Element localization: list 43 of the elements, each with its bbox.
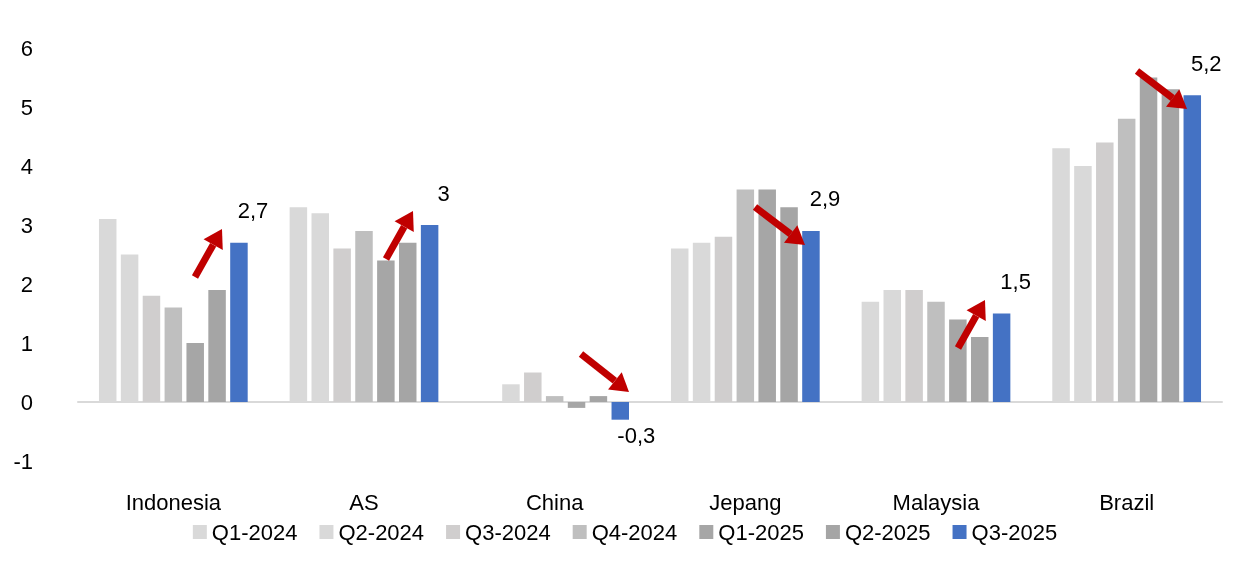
- bar: [736, 189, 755, 402]
- legend-label: Q1-2024: [211, 519, 298, 545]
- bar: [186, 343, 204, 402]
- x-tick-label: Jepang: [709, 489, 782, 515]
- data-label: 5,2: [1190, 50, 1222, 76]
- y-tick-label: 5: [20, 94, 33, 120]
- x-tick-label: Indonesia: [125, 489, 222, 515]
- data-label: 2,9: [809, 186, 841, 212]
- bar: [611, 402, 630, 420]
- bar: [802, 230, 820, 402]
- y-tick-label: 3: [20, 212, 33, 238]
- bar: [230, 242, 248, 402]
- x-tick-label: Malaysia: [892, 489, 981, 515]
- bar: [355, 230, 373, 402]
- legend-label: Q3-2025: [971, 519, 1058, 545]
- bar: [1117, 118, 1136, 402]
- legend-label: Q4-2024: [591, 519, 678, 545]
- bar: [420, 225, 439, 402]
- x-tick-label: AS: [349, 489, 379, 515]
- legend-label: Q3-2024: [465, 519, 551, 545]
- bar: [589, 396, 608, 402]
- bar: [208, 289, 226, 402]
- bar: [992, 313, 1011, 402]
- x-tick-label: China: [525, 489, 585, 515]
- data-label: 1,5: [1000, 269, 1031, 294]
- y-tick-label: 1: [20, 330, 33, 356]
- y-tick-label: 0: [20, 389, 33, 415]
- legend-label: Q2-2025: [844, 519, 931, 545]
- bar: [545, 396, 564, 402]
- y-tick-label: -1: [13, 448, 33, 474]
- data-label: -0,3: [617, 423, 656, 449]
- legend-label: Q2-2024: [338, 519, 425, 545]
- bar: [927, 301, 945, 402]
- data-label: 3: [437, 180, 450, 206]
- data-label: 2,7: [237, 198, 269, 224]
- y-tick-label: 6: [20, 35, 33, 61]
- bar: [1183, 95, 1202, 402]
- y-tick-label: 2: [20, 271, 33, 297]
- bar: [164, 307, 183, 402]
- bar: [567, 402, 586, 408]
- y-tick-label: 4: [20, 153, 33, 179]
- legend-label: Q1-2025: [718, 519, 804, 545]
- x-tick-label: Brazil: [1099, 489, 1155, 515]
